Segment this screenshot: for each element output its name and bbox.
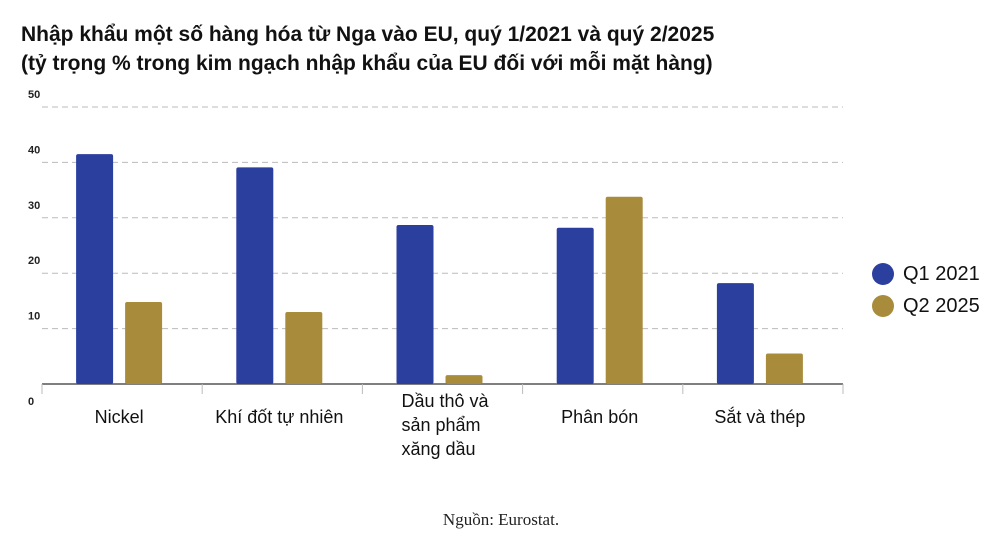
x-category-label-line: Phân bón xyxy=(561,407,638,427)
y-tick-label-10: 10 xyxy=(28,311,40,323)
x-category-label-0: Nickel xyxy=(95,407,144,427)
bar-q2-2025-3 xyxy=(605,196,643,384)
bar-q2-2025-2 xyxy=(445,375,483,384)
legend-label-q1-2021: Q1 2021 xyxy=(903,262,980,285)
bar-q1-2021-4 xyxy=(716,283,754,384)
x-category-label-line: Sắt và thép xyxy=(714,406,805,427)
y-tick-label-0: 0 xyxy=(28,396,34,408)
legend-label-q2-2025: Q2 2025 xyxy=(903,294,980,317)
bar-q2-2025-0 xyxy=(125,302,163,384)
bar-q2-2025-4 xyxy=(765,353,803,384)
x-category-label-line: sản phẩm xyxy=(402,415,481,435)
bar-q1-2021-2 xyxy=(396,225,434,384)
x-category-label-4: Sắt và thép xyxy=(714,406,805,427)
x-category-label-line: Khí đốt tự nhiên xyxy=(215,407,343,427)
x-category-label-line: xăng dầu xyxy=(402,439,476,459)
x-category-label-line: Dầu thô và xyxy=(402,391,490,411)
legend-swatch-q1-2021 xyxy=(872,263,894,285)
y-tick-label-50: 50 xyxy=(28,89,40,101)
bar-q2-2025-1 xyxy=(285,311,323,384)
source-note: Nguồn: Eurostat. xyxy=(442,510,560,529)
chart-title-line-1: Nhập khẩu một số hàng hóa từ Nga vào EU,… xyxy=(21,23,715,46)
legend-swatch-q2-2025 xyxy=(872,295,894,317)
y-tick-label-40: 40 xyxy=(28,144,40,156)
y-tick-label-30: 30 xyxy=(28,200,40,212)
chart-legend: Q1 2021 Q2 2025 xyxy=(872,258,980,322)
chart-title-line-2: (tỷ trọng % trong kim ngạch nhập khẩu củ… xyxy=(21,52,713,75)
legend-item-q1-2021: Q1 2021 xyxy=(872,258,980,290)
y-tick-label-20: 20 xyxy=(28,255,40,267)
bar-q1-2021-0 xyxy=(76,154,114,384)
chart-title: Nhập khẩu một số hàng hóa từ Nga vào EU,… xyxy=(21,20,981,78)
bar-q1-2021-1 xyxy=(236,167,274,384)
x-category-label-1: Khí đốt tự nhiên xyxy=(215,407,343,427)
bar-q1-2021-3 xyxy=(556,227,594,384)
legend-item-q2-2025: Q2 2025 xyxy=(872,290,980,322)
x-category-label-2: Dầu thô và sản phẩm xăng dầu xyxy=(402,391,490,459)
x-category-label-3: Phân bón xyxy=(561,407,638,427)
x-category-label-line: Nickel xyxy=(95,407,144,427)
